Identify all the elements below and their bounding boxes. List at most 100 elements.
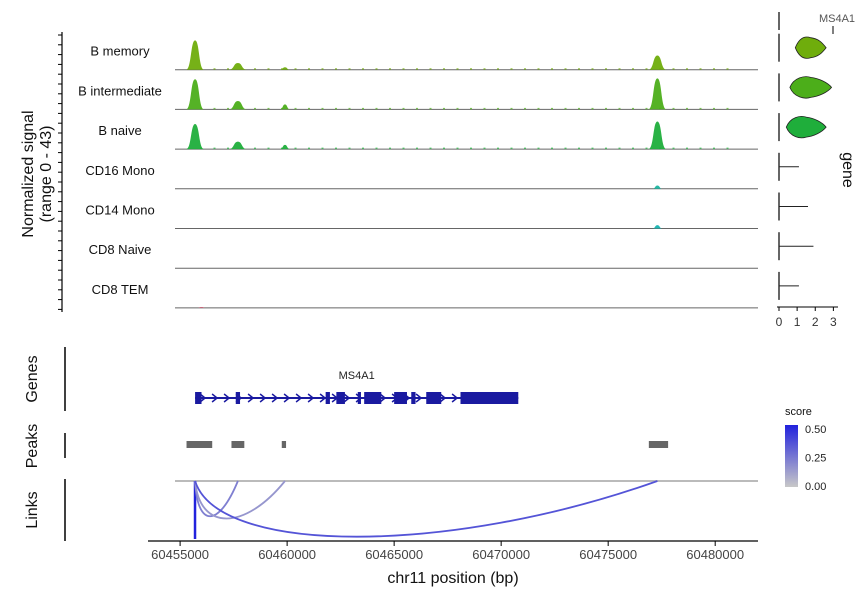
gene-exon-8 — [426, 392, 442, 404]
track-noise-0-24 — [524, 68, 526, 70]
track-noise-2-31 — [618, 147, 621, 150]
track-1: B intermediate — [78, 78, 758, 110]
peak-0 — [186, 441, 213, 448]
gene-exon-3 — [336, 392, 345, 404]
track-label-3: CD16 Mono — [85, 163, 154, 178]
track-noise-2-12 — [362, 147, 364, 150]
track-noise-1-0 — [200, 107, 202, 110]
track-noise-0-0 — [200, 68, 202, 70]
track-peak-1-0 — [186, 79, 205, 110]
track-noise-0-26 — [551, 68, 553, 70]
track-noise-1-23 — [510, 107, 513, 110]
track-noise-0-22 — [497, 68, 499, 70]
track-noise-2-13 — [375, 147, 378, 150]
gene-strand-arrow-18 — [415, 393, 423, 403]
gene-strand-arrow-12 — [343, 393, 351, 403]
track-peak-4-0 — [652, 225, 663, 229]
x-axis-label: chr11 position (bp) — [387, 570, 518, 587]
score-legend-tick-0: 0.50 — [805, 424, 826, 436]
track-4: CD14 Mono — [85, 203, 758, 229]
track-5: CD8 Naive — [89, 242, 758, 269]
gene-exon-5 — [364, 392, 382, 404]
track-noise-0-13 — [375, 68, 378, 70]
violin-x-tick-label-1: 1 — [794, 315, 801, 329]
score-legend-tick-2: 0.00 — [805, 481, 826, 493]
track-noise-0-25 — [537, 68, 540, 70]
gene-strand-arrow-6 — [271, 393, 279, 403]
track-noise-2-22 — [497, 147, 499, 150]
gene-strand-arrow-9 — [307, 393, 315, 403]
gene-strand-arrow-7 — [283, 393, 291, 403]
track-noise-0-23 — [510, 68, 513, 70]
gene-exon-0 — [195, 392, 202, 404]
violins — [778, 33, 833, 300]
violin-5 — [778, 232, 814, 261]
x-tick-label-2: 60465000 — [365, 547, 423, 562]
x-axis: 60455000 60460000 60465000 60470000 60475000… — [148, 540, 758, 587]
track-noise-2-5 — [267, 147, 270, 150]
track-noise-1-27 — [564, 107, 567, 110]
violin-side-label: gene — [839, 152, 856, 188]
track-noise-2-37 — [699, 147, 702, 150]
track-noise-2-6 — [281, 147, 283, 150]
track-noise-0-3 — [240, 68, 243, 70]
track-noise-0-21 — [483, 68, 486, 70]
track-peak-1-1 — [228, 101, 247, 110]
peak-2 — [281, 441, 287, 448]
track-peak-2-1 — [228, 141, 247, 150]
gene-strand-arrow-15 — [379, 393, 387, 403]
track-noise-1-21 — [483, 107, 486, 110]
x-tick-label-0: 60455000 — [151, 547, 209, 562]
track-peak-2-3 — [648, 121, 667, 150]
track-noise-1-31 — [618, 107, 621, 110]
track-noise-0-30 — [605, 68, 607, 70]
track-noise-0-5 — [267, 68, 270, 70]
score-legend-ticks: 0.50 0.25 0.00 — [805, 424, 826, 493]
track-label-6: CD8 TEM — [92, 282, 149, 297]
score-legend: score 0.50 0.25 0.00 — [785, 406, 826, 493]
track-label-4: CD14 Mono — [85, 203, 154, 218]
violin-x-tick-label-2: 2 — [812, 315, 819, 329]
link-arc-3 — [194, 480, 658, 538]
x-ticks: 60455000 60460000 60465000 60470000 60475000… — [151, 541, 744, 562]
track-noise-1-2 — [227, 107, 229, 110]
track-noise-0-39 — [726, 68, 729, 70]
track-peak-3-0 — [652, 185, 663, 189]
track-noise-1-30 — [605, 107, 607, 110]
track-noise-1-13 — [375, 107, 378, 110]
track-noise-1-22 — [497, 107, 499, 110]
track-noise-0-9 — [321, 68, 324, 70]
track-noise-2-7 — [294, 147, 297, 150]
track-noise-0-37 — [699, 68, 702, 70]
track-noise-2-11 — [348, 147, 351, 150]
gene-strand-arrow-21 — [451, 393, 459, 403]
gene-exon-4 — [357, 392, 361, 404]
track-noise-2-23 — [510, 147, 513, 150]
violin-shape-0 — [794, 36, 827, 59]
link-arc-1 — [194, 480, 239, 517]
peak-track — [186, 441, 669, 448]
gene-strand-arrow-2 — [223, 393, 231, 403]
track-noise-2-33 — [645, 147, 648, 150]
violin-shape-2 — [785, 116, 827, 139]
gene-name: MS4A1 — [339, 370, 375, 382]
track-noise-0-10 — [335, 68, 337, 70]
track-noise-2-26 — [551, 147, 553, 150]
track-noise-0-35 — [672, 68, 675, 70]
track-noise-1-9 — [321, 107, 324, 110]
violin-1 — [778, 73, 833, 102]
track-noise-2-29 — [591, 147, 594, 150]
gene-strand-arrow-0 — [199, 393, 207, 403]
track-noise-2-17 — [429, 147, 432, 150]
track-noise-2-20 — [470, 147, 472, 150]
peak-3 — [648, 441, 669, 448]
track-noise-0-4 — [254, 68, 256, 70]
track-noise-0-14 — [389, 68, 391, 70]
score-colorbar — [785, 425, 798, 487]
gene-exon-1 — [235, 392, 241, 404]
track-noise-1-32 — [632, 107, 634, 110]
track-noise-1-12 — [362, 107, 364, 110]
